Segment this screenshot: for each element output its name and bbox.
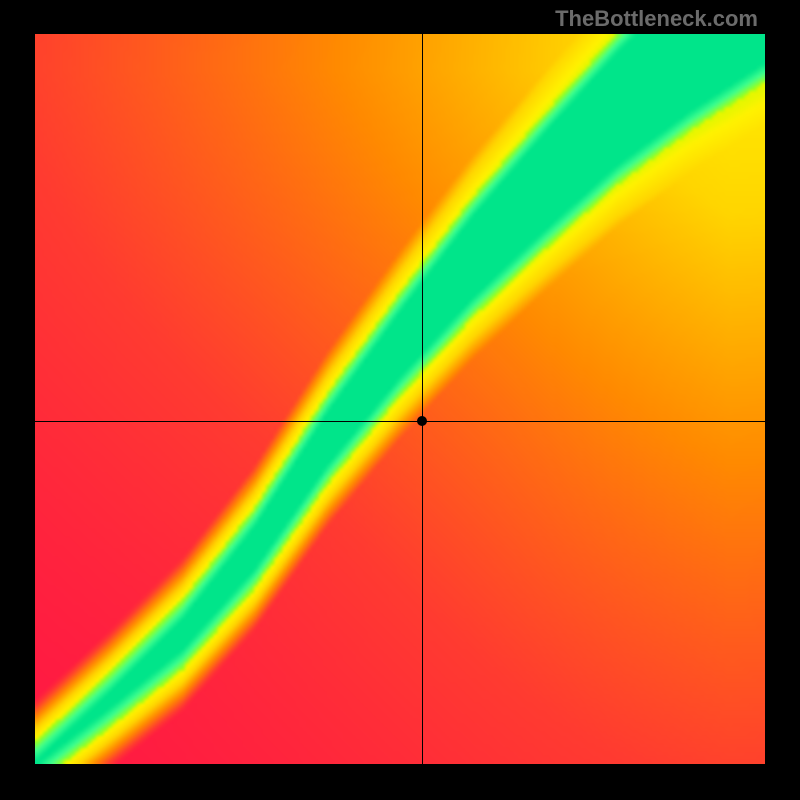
crosshair-vertical <box>422 34 423 764</box>
watermark-text: TheBottleneck.com <box>555 6 758 32</box>
heatmap-canvas <box>35 34 765 764</box>
crosshair-dot <box>417 416 427 426</box>
crosshair-horizontal <box>35 421 765 422</box>
heatmap-chart <box>35 34 765 764</box>
